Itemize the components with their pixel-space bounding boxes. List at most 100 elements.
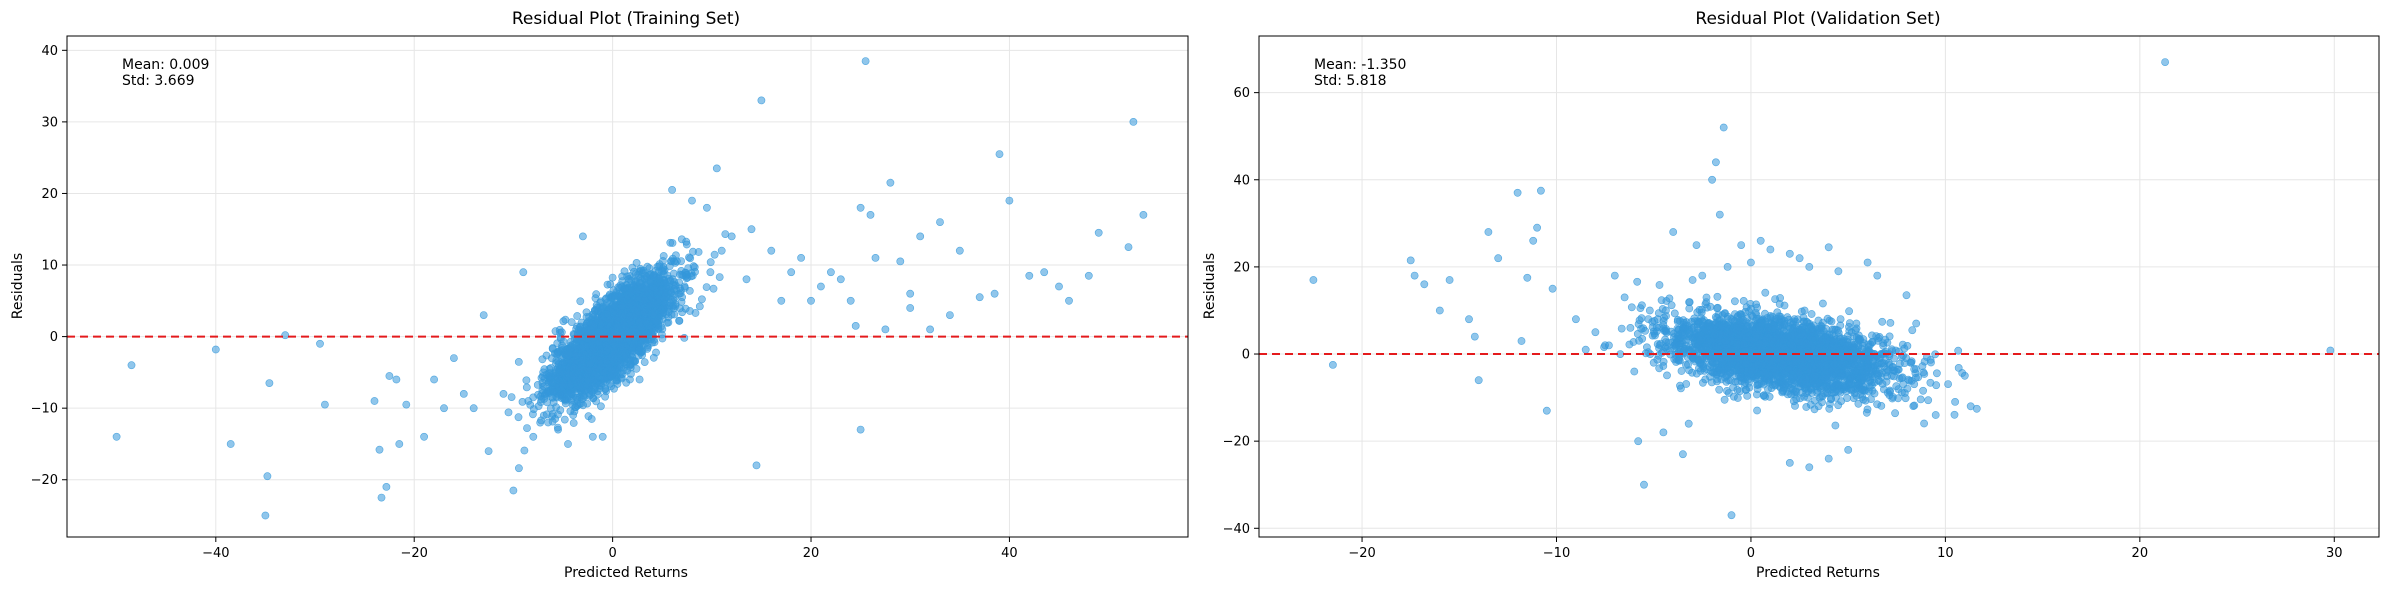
- training-residual-point: [211, 345, 220, 354]
- training-residual-point: [626, 363, 635, 372]
- training-residual-point: [609, 301, 618, 309]
- training-residual-point: [618, 302, 626, 311]
- training-residual-point: [856, 203, 865, 212]
- training-residual-point: [469, 404, 478, 413]
- training-residual-point: [559, 358, 567, 367]
- training-residual-point: [585, 325, 594, 334]
- training-residual-point: [608, 273, 617, 282]
- training-x-axis-label: Predicted Returns: [564, 565, 688, 581]
- training-residual-point: [676, 284, 684, 293]
- training-residual-point: [658, 334, 667, 343]
- training-residual-point: [440, 404, 448, 413]
- training-residual-point: [572, 351, 580, 360]
- training-residual-point: [590, 344, 599, 353]
- training-residual-point: [514, 413, 523, 422]
- training-residual-point: [667, 257, 675, 266]
- training-residual-point: [682, 240, 691, 249]
- training-residual-panel: Residual Plot (Training Set) −40 −20 0 20 40…: [10, 9, 1189, 581]
- training-residual-point: [661, 302, 669, 311]
- training-residual-point: [549, 387, 557, 396]
- training-residual-point: [459, 389, 468, 398]
- training-residual-point: [555, 325, 564, 334]
- training-residual-point: [694, 248, 703, 256]
- training-residual-point: [584, 376, 593, 385]
- training-mean-text: Mean: 0.009: [122, 57, 209, 73]
- training-residual-point: [650, 338, 659, 347]
- training-residual-point: [536, 418, 545, 427]
- training-residual-point: [544, 378, 553, 387]
- training-residual-point: [479, 311, 488, 319]
- training-residual-point: [559, 317, 568, 326]
- training-residual-point: [1124, 243, 1133, 251]
- training-residual-point: [539, 411, 548, 420]
- training-residual-point: [112, 432, 121, 441]
- training-residual-point: [767, 246, 776, 255]
- validation-residual-panel: Residual Plot (Validation Set) −20 −10 0 10…: [1202, 9, 2380, 581]
- training-residual-point: [567, 318, 576, 326]
- training-residual-point: [1129, 118, 1138, 126]
- training-residual-point: [807, 296, 815, 305]
- training-residual-point: [946, 311, 954, 319]
- training-residual-point: [261, 511, 270, 520]
- training-residual-point: [742, 275, 751, 284]
- training-residual-point: [659, 309, 668, 318]
- training-points: [112, 57, 1148, 520]
- training-residual-point: [637, 323, 646, 332]
- training-residual-point: [640, 308, 649, 317]
- training-residual-point: [990, 289, 999, 298]
- training-residual-point: [886, 178, 895, 187]
- training-residual-point: [1005, 196, 1014, 205]
- training-residual-point: [597, 402, 605, 411]
- training-residual-point: [484, 447, 493, 455]
- validation-residual-point: [1633, 277, 1642, 286]
- training-residual-point: [265, 379, 274, 387]
- validation-residual-point: [1802, 403, 1811, 411]
- training-residual-point: [856, 425, 865, 434]
- training-chart-title: Residual Plot (Training Set): [512, 9, 740, 29]
- training-residual-point: [676, 304, 684, 313]
- training-residual-point: [678, 270, 686, 279]
- training-residual-point: [846, 296, 855, 305]
- training-residual-point: [604, 344, 613, 353]
- training-residual-point: [1065, 296, 1073, 305]
- training-residual-point: [706, 258, 715, 267]
- training-residual-point: [633, 286, 642, 295]
- training-residual-point: [263, 472, 272, 481]
- training-residual-point: [610, 350, 618, 358]
- training-residual-point: [752, 461, 761, 470]
- training-residual-point: [642, 286, 651, 295]
- training-residual-point: [598, 432, 607, 441]
- training-residual-point: [955, 246, 964, 255]
- training-residual-point: [621, 351, 630, 360]
- training-residual-point: [601, 374, 609, 383]
- training-residual-point: [602, 357, 611, 366]
- training-residual-point: [499, 389, 508, 398]
- training-residual-point: [827, 268, 835, 277]
- validation-residual-point: [1891, 409, 1899, 418]
- training-residual-point: [688, 196, 696, 205]
- training-residual-point: [524, 397, 533, 405]
- training-y-tick-label: 20: [41, 187, 58, 202]
- training-residual-point: [504, 408, 513, 417]
- training-residual-point: [522, 383, 531, 392]
- training-residual-point: [616, 281, 625, 290]
- training-residual-point: [661, 289, 670, 298]
- training-residual-point: [625, 301, 633, 310]
- training-residual-point: [706, 268, 715, 277]
- training-residual-point: [680, 333, 689, 342]
- training-residual-point: [668, 185, 676, 194]
- training-residual-point: [1025, 271, 1034, 280]
- training-residual-point: [569, 419, 578, 427]
- training-residual-point: [564, 440, 572, 448]
- training-residual-point: [1094, 228, 1103, 237]
- training-residual-point: [539, 368, 548, 377]
- training-residual-point: [712, 164, 721, 173]
- training-x-tick-label: −20: [400, 546, 427, 561]
- training-residual-point: [666, 238, 675, 247]
- training-residual-point: [554, 425, 562, 434]
- training-residual-point: [578, 356, 586, 365]
- training-residual-point: [226, 440, 235, 448]
- training-residual-point: [594, 381, 603, 390]
- training-residual-point: [570, 407, 579, 416]
- training-residual-point: [661, 278, 670, 287]
